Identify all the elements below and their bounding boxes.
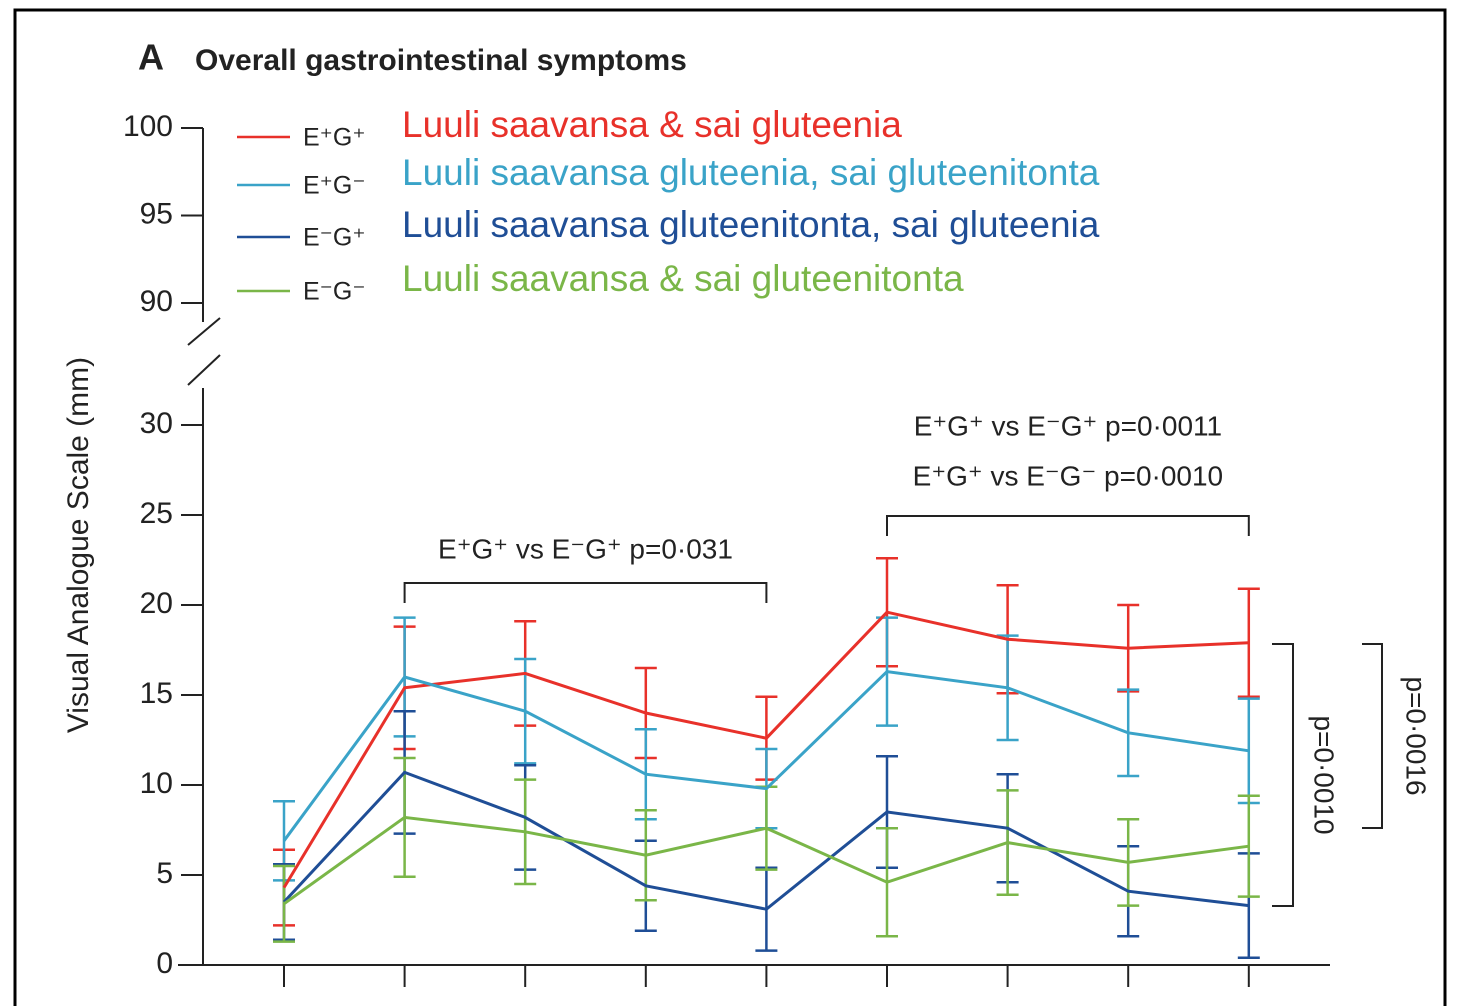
legend-description: Luuli saavansa & sai gluteenitonta bbox=[402, 258, 964, 299]
panel-label: A bbox=[138, 37, 164, 78]
series-line bbox=[282, 670, 1250, 842]
y-tick-label: 5 bbox=[156, 857, 173, 890]
y-tick-label: 30 bbox=[140, 407, 173, 440]
series-line bbox=[283, 815, 1249, 906]
y-axis-label: Visual Analogue Scale (mm) bbox=[62, 357, 95, 733]
annotation: p=0·0016 bbox=[1401, 676, 1432, 795]
legend-description: Luuli saavansa gluteenia, sai gluteenito… bbox=[402, 152, 1100, 193]
annotation: E⁺G⁺ vs E⁻G⁻ p=0·0010 bbox=[913, 460, 1223, 491]
y-tick-label: 10 bbox=[140, 767, 173, 800]
y-tick-label: 90 bbox=[140, 285, 173, 318]
bracket bbox=[403, 582, 768, 603]
annotation: p=0·0010 bbox=[1309, 715, 1340, 834]
y-tick-label: 95 bbox=[140, 197, 173, 230]
chart-title: Overall gastrointestinal symptoms bbox=[195, 44, 687, 77]
series-line bbox=[282, 610, 1249, 889]
y-tick-label: 0 bbox=[156, 947, 173, 980]
y-tick-label: 15 bbox=[140, 677, 173, 710]
bracket bbox=[1362, 643, 1383, 829]
bracket bbox=[886, 515, 1250, 536]
y-tick-label: 100 bbox=[123, 110, 173, 143]
legend-label: E⁻G⁺ bbox=[303, 224, 366, 252]
axis-break bbox=[187, 317, 221, 346]
legend-description: Luuli saavansa & sai gluteenia bbox=[402, 104, 902, 145]
y-tick-label: 20 bbox=[140, 587, 173, 620]
annotation: E⁺G⁺ vs E⁻G⁺ p=0·031 bbox=[438, 533, 733, 564]
annotation: E⁺G⁺ vs E⁻G⁺ p=0·0011 bbox=[914, 410, 1222, 441]
legend-description: Luuli saavansa gluteenitonta, sai glutee… bbox=[402, 204, 1100, 245]
legend-label: E⁺G⁻ bbox=[303, 172, 366, 200]
series-line bbox=[282, 770, 1249, 911]
legend-label: E⁺G⁺ bbox=[303, 124, 366, 152]
y-tick-label: 25 bbox=[140, 497, 173, 530]
axis-break bbox=[187, 354, 221, 386]
frame bbox=[13, 8, 1447, 1006]
bracket bbox=[1272, 643, 1294, 907]
legend-label: E⁻G⁻ bbox=[303, 278, 366, 306]
